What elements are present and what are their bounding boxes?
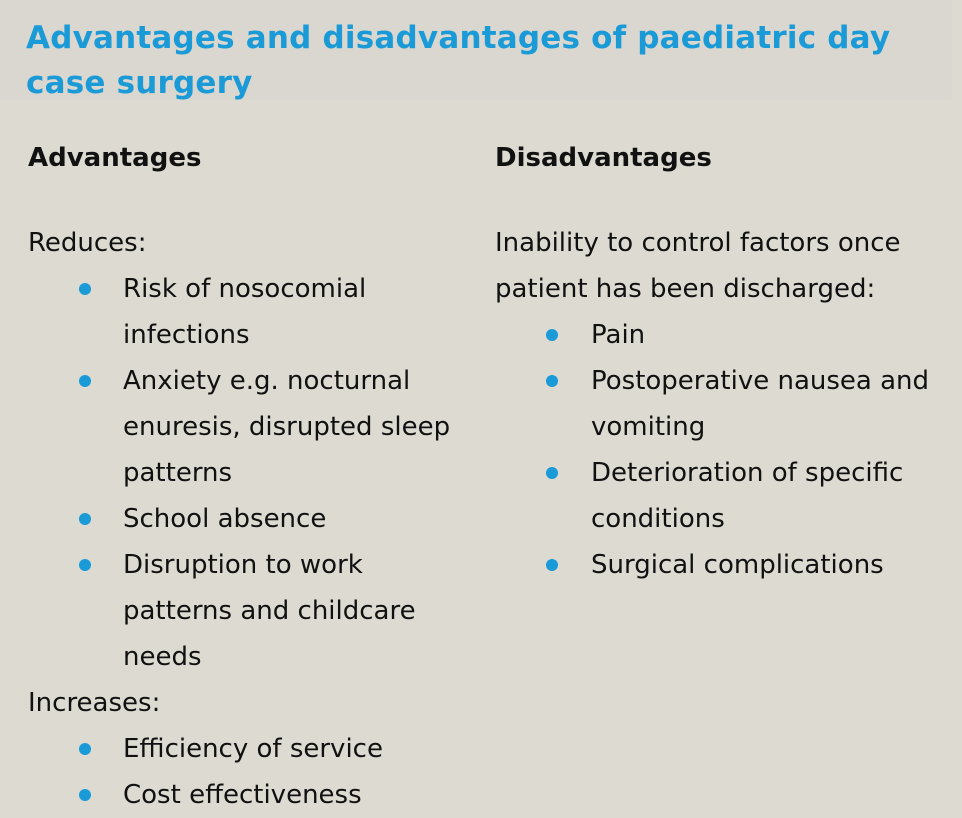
page-title: Advantages and disadvantages of paediatr… bbox=[26, 20, 891, 101]
list-item-text: School absence bbox=[123, 504, 327, 534]
list-item: Pain bbox=[495, 312, 951, 358]
list-item-text: Risk of nosocomial infections bbox=[123, 274, 367, 350]
disadvantages-list: Pain Postoperative nausea and vomiting D… bbox=[495, 312, 955, 588]
bullet-icon bbox=[546, 559, 558, 571]
list-item-text: Disruption to work patterns and childcar… bbox=[123, 550, 416, 672]
bullet-icon bbox=[79, 559, 91, 571]
advantages-column: Advantages Reduces: Risk of nosocomial i… bbox=[28, 138, 478, 818]
list-item-text: Postoperative nausea and vomiting bbox=[591, 366, 930, 442]
list-item-text: Surgical complications bbox=[591, 550, 884, 580]
list-item-text: Cost effectiveness bbox=[123, 780, 362, 810]
reduces-list: Risk of nosocomial infections Anxiety e.… bbox=[28, 266, 478, 680]
bullet-icon bbox=[546, 375, 558, 387]
increases-label: Increases: bbox=[28, 688, 161, 718]
list-item-text: Anxiety e.g. nocturnal enuresis, disrupt… bbox=[123, 366, 451, 488]
list-item: Postoperative nausea and vomiting bbox=[495, 358, 951, 450]
list-item: School absence bbox=[28, 496, 478, 542]
bullet-icon bbox=[79, 375, 91, 387]
list-item: Risk of nosocomial infections bbox=[28, 266, 478, 358]
list-item: Surgical complications bbox=[495, 542, 951, 588]
bullet-icon bbox=[79, 743, 91, 755]
bullet-icon bbox=[546, 467, 558, 479]
list-item: Efficiency of service bbox=[28, 726, 478, 772]
disadvantages-intro: Inability to control factors once patien… bbox=[495, 228, 901, 304]
list-item: Anxiety e.g. nocturnal enuresis, disrupt… bbox=[28, 358, 478, 496]
bullet-icon bbox=[79, 513, 91, 525]
title-band bbox=[0, 0, 952, 100]
disadvantages-column: Disadvantages Inability to control facto… bbox=[495, 138, 955, 588]
list-item: Deterioration of specific conditions bbox=[495, 450, 951, 542]
list-item-text: Deterioration of specific conditions bbox=[591, 458, 904, 534]
list-item-text: Efficiency of service bbox=[123, 734, 383, 764]
advantages-heading: Advantages bbox=[28, 143, 202, 173]
disadvantages-heading: Disadvantages bbox=[495, 143, 712, 173]
list-item: Disruption to work patterns and childcar… bbox=[28, 542, 478, 680]
bullet-icon bbox=[546, 329, 558, 341]
list-item-text: Pain bbox=[591, 320, 646, 350]
list-item: Cost effectiveness bbox=[28, 772, 478, 818]
bullet-icon bbox=[79, 283, 91, 295]
bullet-icon bbox=[79, 789, 91, 801]
reduces-label: Reduces: bbox=[28, 228, 147, 258]
increases-list: Efficiency of service Cost effectiveness bbox=[28, 726, 478, 818]
